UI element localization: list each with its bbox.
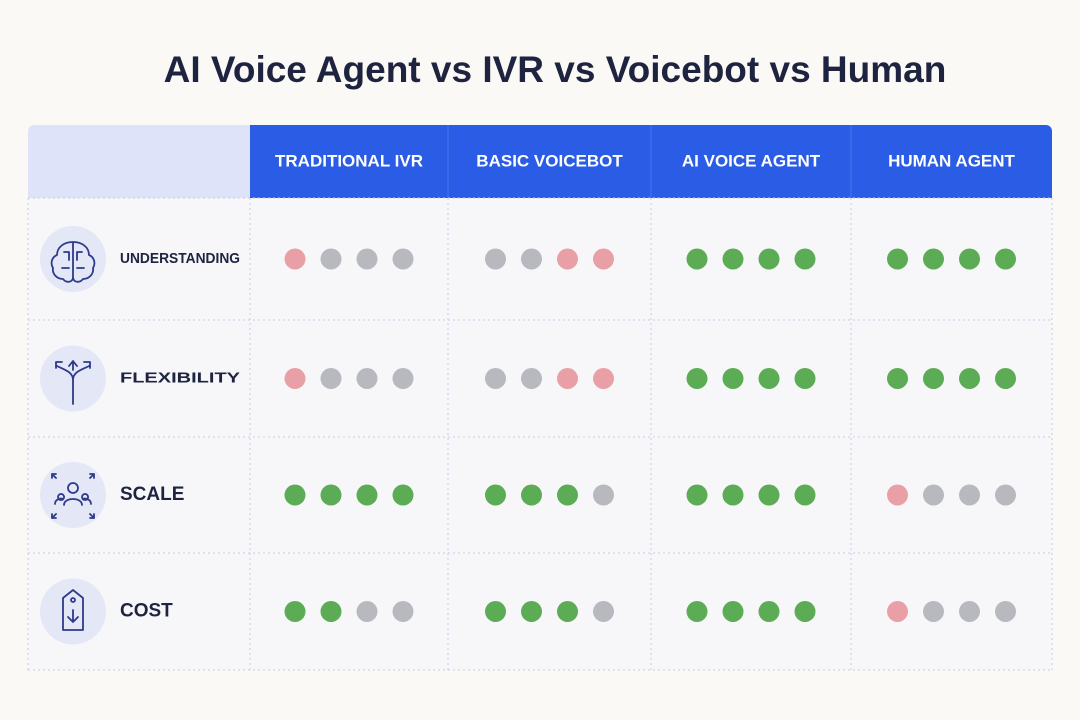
rating-dot: [521, 601, 542, 622]
rating-dot: [686, 484, 708, 506]
rating-dot: [392, 368, 414, 389]
title: AI Voice Agent vs IVR vs Voicebot vs Hum…: [164, 49, 947, 90]
row-icon-background: [40, 462, 106, 528]
rating-dot: [593, 484, 614, 506]
rating-dot: [557, 368, 578, 389]
rating-dot: [758, 368, 780, 389]
row-label: COST: [120, 601, 173, 622]
rating-dot: [521, 248, 542, 270]
rating-dot: [995, 484, 1016, 506]
rating-dot: [356, 601, 378, 622]
column-header: AI VOICE AGENT: [682, 151, 821, 170]
rating-dot: [887, 484, 908, 506]
rating-dot: [593, 248, 614, 270]
rating-dot: [959, 248, 980, 270]
rating-dot: [794, 601, 816, 622]
rating-dot: [923, 368, 944, 389]
rating-dot: [794, 248, 816, 270]
rating-dot: [485, 601, 506, 622]
column-header: TRADITIONAL IVR: [275, 151, 423, 170]
rating-dot: [284, 248, 306, 270]
row-label: SCALE: [120, 484, 184, 505]
rating-dot: [722, 601, 744, 622]
rating-dot: [284, 368, 306, 389]
icon-stroke: [67, 482, 79, 494]
icon-stroke: [51, 473, 95, 519]
rating-dot: [686, 368, 708, 389]
rating-dot: [284, 484, 306, 506]
rating-dot: [392, 484, 414, 506]
rating-dot: [485, 248, 506, 270]
rating-dot: [995, 368, 1016, 389]
row-icon: [62, 589, 84, 631]
rating-dot: [959, 601, 980, 622]
rating-dot: [923, 601, 944, 622]
column-header: HUMAN AGENT: [888, 151, 1015, 170]
row-icon: [50, 241, 96, 283]
rating-dot: [356, 484, 378, 506]
rating-dot: [686, 248, 708, 270]
rating-dot: [392, 601, 414, 622]
rating-dot: [593, 601, 614, 622]
rating-dot: [923, 248, 944, 270]
rating-dot: [521, 484, 542, 506]
icon-stroke: [70, 597, 76, 603]
rating-dot: [995, 601, 1016, 622]
column-header: BASIC VOICEBOT: [476, 151, 623, 170]
icon-stroke: [50, 241, 96, 283]
rating-dot: [758, 248, 780, 270]
header-corner: [28, 125, 250, 198]
rating-dot: [959, 368, 980, 389]
rating-dot: [485, 368, 506, 389]
rating-dot: [557, 484, 578, 506]
rating-dot: [557, 601, 578, 622]
rating-dot: [995, 248, 1016, 270]
rating-dot: [887, 368, 908, 389]
row-icon: [55, 360, 91, 405]
rating-dot: [887, 601, 908, 622]
rating-dot: [356, 368, 378, 389]
rating-dot: [758, 484, 780, 506]
rating-dot: [593, 368, 614, 389]
row-label: FLEXIBILITY: [120, 369, 240, 386]
rating-dot: [758, 601, 780, 622]
table-background: [28, 125, 1052, 670]
rating-dot: [887, 248, 908, 270]
rating-dot: [320, 368, 342, 389]
rating-dot: [320, 601, 342, 622]
rating-dot: [722, 368, 744, 389]
rating-dot: [392, 248, 414, 270]
icon-stroke: [62, 589, 84, 631]
rating-dot: [320, 248, 342, 270]
row-icon: [51, 473, 95, 519]
row-label: UNDERSTANDING: [120, 250, 240, 267]
rating-dot: [557, 248, 578, 270]
rating-dot: [521, 368, 542, 389]
rating-dot: [356, 248, 378, 270]
rating-dot: [722, 248, 744, 270]
rating-dot: [722, 484, 744, 506]
rating-dot: [794, 368, 816, 389]
rating-dot: [284, 601, 306, 622]
rating-dot: [686, 601, 708, 622]
rating-dot: [923, 484, 944, 506]
rating-dot: [320, 484, 342, 506]
icon-stroke: [55, 360, 91, 405]
rating-dot: [485, 484, 506, 506]
rating-dot: [959, 484, 980, 506]
table-grid: [27, 125, 1053, 671]
rating-dot: [794, 484, 816, 506]
